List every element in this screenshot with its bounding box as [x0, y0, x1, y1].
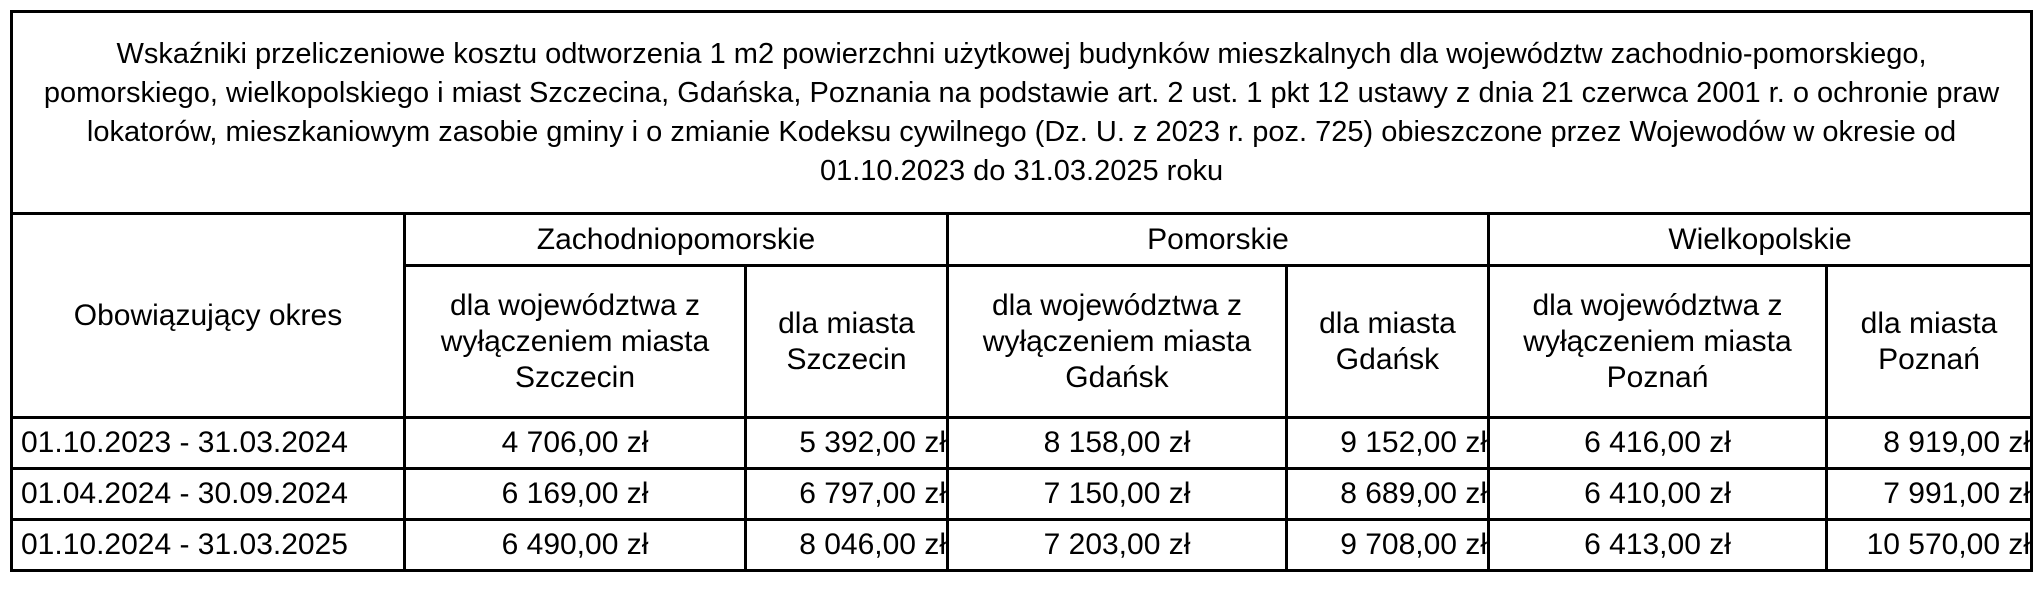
header-region-zachodniopomorskie: Zachodniopomorskie — [403, 212, 949, 267]
cell-value: 6 413,00 zł — [1487, 518, 1828, 572]
cell-value: 4 706,00 zł — [403, 416, 747, 470]
table-row: 01.04.2024 - 30.09.2024 6 169,00 zł 6 79… — [10, 467, 2034, 521]
cell-value: 7 150,00 zł — [946, 467, 1288, 521]
cell-value: 6 169,00 zł — [403, 467, 747, 521]
cell-value: 6 410,00 zł — [1487, 467, 1828, 521]
cell-value: 6 416,00 zł — [1487, 416, 1828, 470]
header-sub: dla miasta Szczecin — [744, 264, 949, 419]
cell-value: 8 919,00 zł — [1824, 416, 2034, 470]
cell-value: 6 797,00 zł — [744, 467, 949, 521]
header-region-pomorskie: Pomorskie — [946, 212, 1490, 267]
cell-value: 8 689,00 zł — [1285, 467, 1490, 521]
cell-value: 10 570,00 zł — [1824, 518, 2034, 572]
table-title: Wskaźniki przeliczeniowe kosztu odtworze… — [9, 10, 2034, 215]
table-row: 01.10.2024 - 31.03.2025 6 490,00 zł 8 04… — [10, 518, 2034, 572]
header-region-wielkopolskie: Wielkopolskie — [1486, 212, 2034, 267]
rates-table: Wskaźniki przeliczeniowe kosztu odtworze… — [9, 10, 2034, 572]
cell-value: 9 152,00 zł — [1285, 416, 1490, 470]
cell-value: 8 046,00 zł — [744, 518, 949, 572]
header-period: Obowiązujący okres — [10, 212, 406, 419]
cell-value: 8 158,00 zł — [946, 416, 1288, 470]
cell-period: 01.04.2024 - 30.09.2024 — [10, 467, 406, 521]
cell-value: 7 203,00 zł — [946, 518, 1288, 572]
cell-value: 7 991,00 zł — [1824, 467, 2034, 521]
header-sub: dla województwa z wyłączeniem miasta Gda… — [946, 264, 1288, 419]
cell-value: 9 708,00 zł — [1285, 518, 1490, 572]
header-sub: dla województwa z wyłączeniem miasta Szc… — [403, 264, 747, 419]
cell-period: 01.10.2024 - 31.03.2025 — [10, 518, 406, 572]
table-row: 01.10.2023 - 31.03.2024 4 706,00 zł 5 39… — [10, 416, 2034, 470]
cell-value: 6 490,00 zł — [403, 518, 747, 572]
cell-period: 01.10.2023 - 31.03.2024 — [10, 416, 406, 470]
header-sub: dla miasta Gdańsk — [1285, 264, 1490, 419]
cell-value: 5 392,00 zł — [744, 416, 949, 470]
header-sub: dla województwa z wyłączeniem miasta Poz… — [1487, 264, 1828, 419]
header-sub: dla miasta Poznań — [1824, 264, 2034, 419]
